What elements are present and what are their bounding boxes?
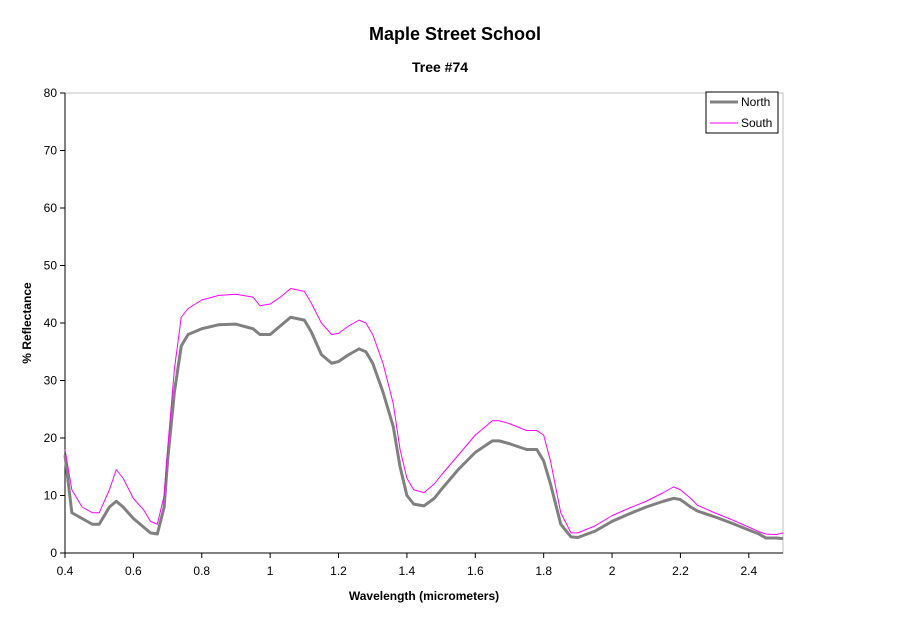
legend-label: North [741,95,770,109]
x-axis-label: Wavelength (micrometers) [349,589,499,603]
y-tick-label: 70 [44,144,58,158]
y-tick-label: 20 [44,431,58,445]
x-tick-label: 1.2 [330,564,347,578]
x-tick-label: 2.4 [740,564,757,578]
y-tick-label: 40 [44,316,58,330]
chart-title: Maple Street School [369,24,541,44]
y-tick-label: 60 [44,201,58,215]
y-tick-label: 30 [44,374,58,388]
y-axis-label: % Reflectance [20,282,34,364]
x-tick-label: 2 [609,564,616,578]
x-tick-label: 1.6 [467,564,484,578]
y-tick-label: 80 [44,86,58,100]
line-series [64,288,784,536]
x-tick-label: 0.6 [125,564,142,578]
x-tick-label: 1.8 [535,564,552,578]
chart-subtitle: Tree #74 [412,59,468,75]
legend-box [705,91,779,134]
x-tick-label: 0.8 [193,564,210,578]
x-tick-label: 2.2 [672,564,689,578]
y-tick-label: 10 [44,489,58,503]
x-tick-label: 0.4 [57,564,74,578]
x-tick-label: 1 [267,564,274,578]
y-tick-label: 50 [44,259,58,273]
x-tick-label: 1.4 [399,564,416,578]
y-tick-label: 0 [50,546,57,560]
plot-frame [64,92,784,554]
legend-label: South [741,116,772,130]
line-series [63,315,784,541]
